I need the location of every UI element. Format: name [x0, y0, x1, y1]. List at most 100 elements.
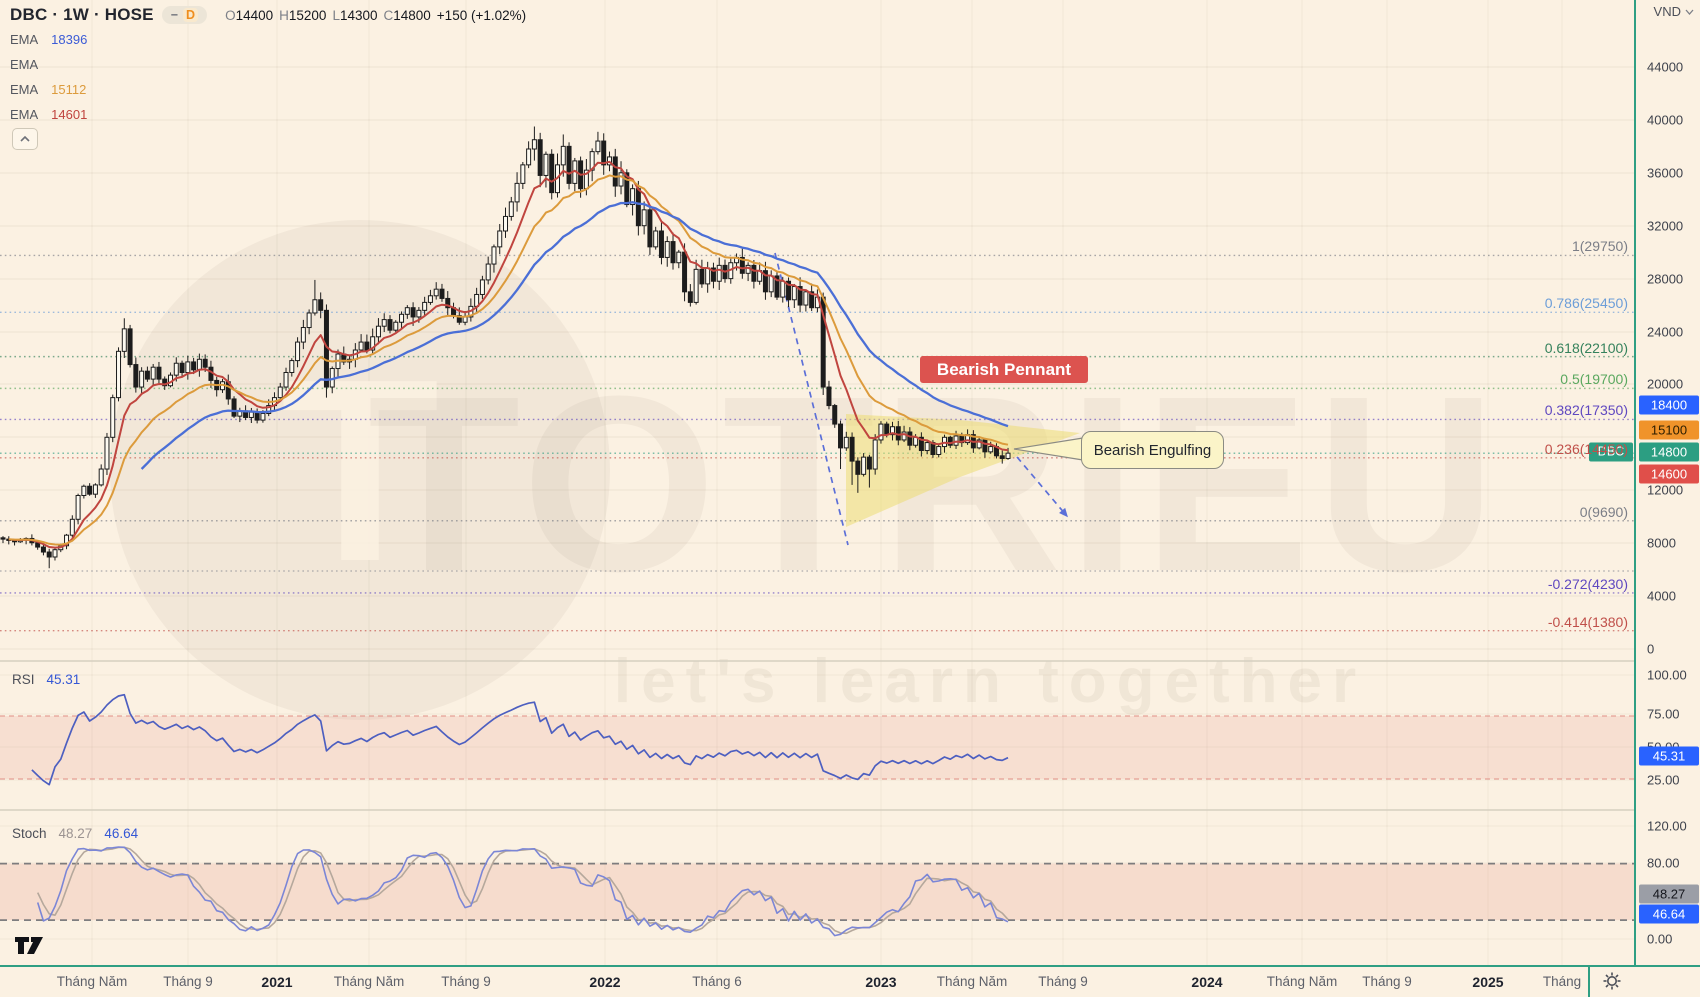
candle-up [358, 341, 364, 351]
currency-selector[interactable]: VND [1654, 4, 1694, 19]
candle-up [543, 153, 549, 176]
candle-down [231, 398, 237, 417]
candle-up [283, 371, 289, 388]
collapse-dash-icon: − [170, 8, 179, 22]
bearish-pennant-label[interactable]: Bearish Pennant [920, 356, 1088, 383]
price-axis[interactable]: VND 44000 40000 36000 32000 28000 24000 20000 1… [1634, 0, 1700, 965]
candle-down [46, 551, 52, 558]
candle-down [999, 455, 1005, 459]
candle-up [375, 325, 381, 338]
candle-up [872, 439, 878, 470]
candle-up [248, 411, 254, 418]
candle-up [121, 328, 127, 352]
fib-level-label[interactable]: 1(29750) [1571, 238, 1628, 255]
interval-pill[interactable]: − D [161, 6, 208, 24]
fib-level-label[interactable]: 0(9690) [1579, 503, 1628, 520]
candle-down [87, 485, 93, 495]
candle-down [762, 270, 768, 293]
candle-up [306, 312, 312, 329]
ema-legend-row[interactable]: EMA 14601 [10, 105, 87, 123]
candle-up [422, 301, 428, 311]
candle-down [838, 423, 844, 449]
time-axis[interactable]: Tháng Năm Tháng 9 2021 Tháng Năm Tháng 9 2022… [0, 965, 1700, 997]
collapse-legend-button[interactable] [12, 128, 38, 150]
candle-down [710, 267, 716, 282]
ema-legend-label: EMA [10, 106, 39, 122]
ema-legend-label: EMA [10, 56, 39, 72]
ema-legend-row[interactable]: EMA 15112 [10, 80, 86, 98]
candle-up [526, 148, 532, 166]
stoch-pane [36, 846, 1009, 937]
projection-dashed-line [1016, 456, 1067, 516]
fib-level-label[interactable]: -0.414(1380) [1547, 613, 1628, 630]
candle-down [156, 366, 162, 380]
candle-up [300, 327, 306, 343]
candle-up [676, 251, 682, 264]
candle-down [751, 264, 757, 282]
candle-down [739, 256, 745, 274]
candle-up [404, 307, 410, 315]
candle-up [618, 172, 624, 187]
rsi-legend[interactable]: RSI 45.31 [12, 672, 80, 687]
ema-legend-value: 14601 [51, 106, 88, 122]
stoch-k-line [36, 846, 1009, 937]
settings-gear-icon[interactable] [1601, 970, 1623, 992]
candle-down [439, 288, 445, 299]
bearish-engulfing-tooltip[interactable]: Bearish Engulfing [1081, 431, 1224, 469]
ohlc-readout: O14400 H15200 L14300 C14800 +150 (+1.02%… [225, 8, 526, 23]
ema-lines [8, 160, 1009, 549]
candle-up [936, 446, 942, 455]
stoch-k-value: 48.27 [58, 826, 93, 841]
candle-down [786, 280, 792, 301]
fib-level-label[interactable]: 0.618(22100) [1544, 339, 1628, 356]
candle-up [52, 549, 58, 558]
candle-up [503, 215, 509, 232]
candle-down [682, 251, 688, 293]
ema-legend-row[interactable]: EMA 18396 [10, 30, 87, 48]
price-axis-tick: 4000 [1647, 588, 1676, 604]
pennant-shape [846, 414, 1080, 527]
candle-down [612, 156, 618, 187]
price-badge: 15100 [1639, 420, 1699, 440]
candle-up [1005, 452, 1011, 459]
candle-down [826, 386, 832, 407]
time-axis-year: 2023 [865, 974, 897, 990]
ema-legend-row[interactable]: EMA [10, 55, 51, 73]
fib-level-label[interactable]: -0.272(4230) [1547, 575, 1628, 592]
candle-up [641, 209, 647, 227]
price-axis-tick: 28000 [1647, 271, 1684, 287]
candle-up [890, 426, 896, 436]
candle-up [277, 386, 283, 399]
candle-up [266, 405, 272, 414]
candle-up [595, 140, 601, 153]
candle-down [855, 460, 861, 475]
fib-level-label[interactable]: 0.236(14450) [1544, 440, 1628, 457]
candle-up [514, 182, 520, 203]
price-badge: 18400 [1639, 395, 1699, 415]
price-axis-tick: 44000 [1647, 59, 1684, 75]
fib-level-label[interactable]: 0.786(25450) [1544, 295, 1628, 312]
fib-level-label[interactable]: 0.5(19700) [1560, 371, 1628, 388]
candle-up [399, 313, 405, 323]
candle-down [699, 268, 705, 285]
stoch-axis-tick: 120.00 [1647, 818, 1687, 834]
candle-down [410, 307, 416, 318]
tradingview-logo[interactable] [13, 934, 45, 958]
symbol-title[interactable]: DBC · 1W · HOSE [10, 5, 154, 24]
candle-down [549, 153, 555, 194]
price-axis-tick: 8000 [1647, 535, 1676, 551]
fib-level-label[interactable]: 0.382(17350) [1544, 402, 1628, 419]
candle-down [918, 436, 924, 452]
low-value: 14300 [339, 7, 378, 23]
stoch-legend[interactable]: Stoch 48.27 46.64 [12, 826, 138, 841]
time-axis-month: Tháng Năm [936, 974, 1008, 989]
time-axis-year: 2025 [1472, 974, 1504, 990]
price-axis-tick: 20000 [1647, 376, 1684, 392]
candle-up [988, 446, 994, 453]
high-value: 15200 [288, 7, 327, 23]
candle-up [289, 360, 295, 373]
candle-up [716, 264, 722, 282]
interval-badge: D [183, 8, 199, 22]
candle-up [139, 370, 145, 388]
